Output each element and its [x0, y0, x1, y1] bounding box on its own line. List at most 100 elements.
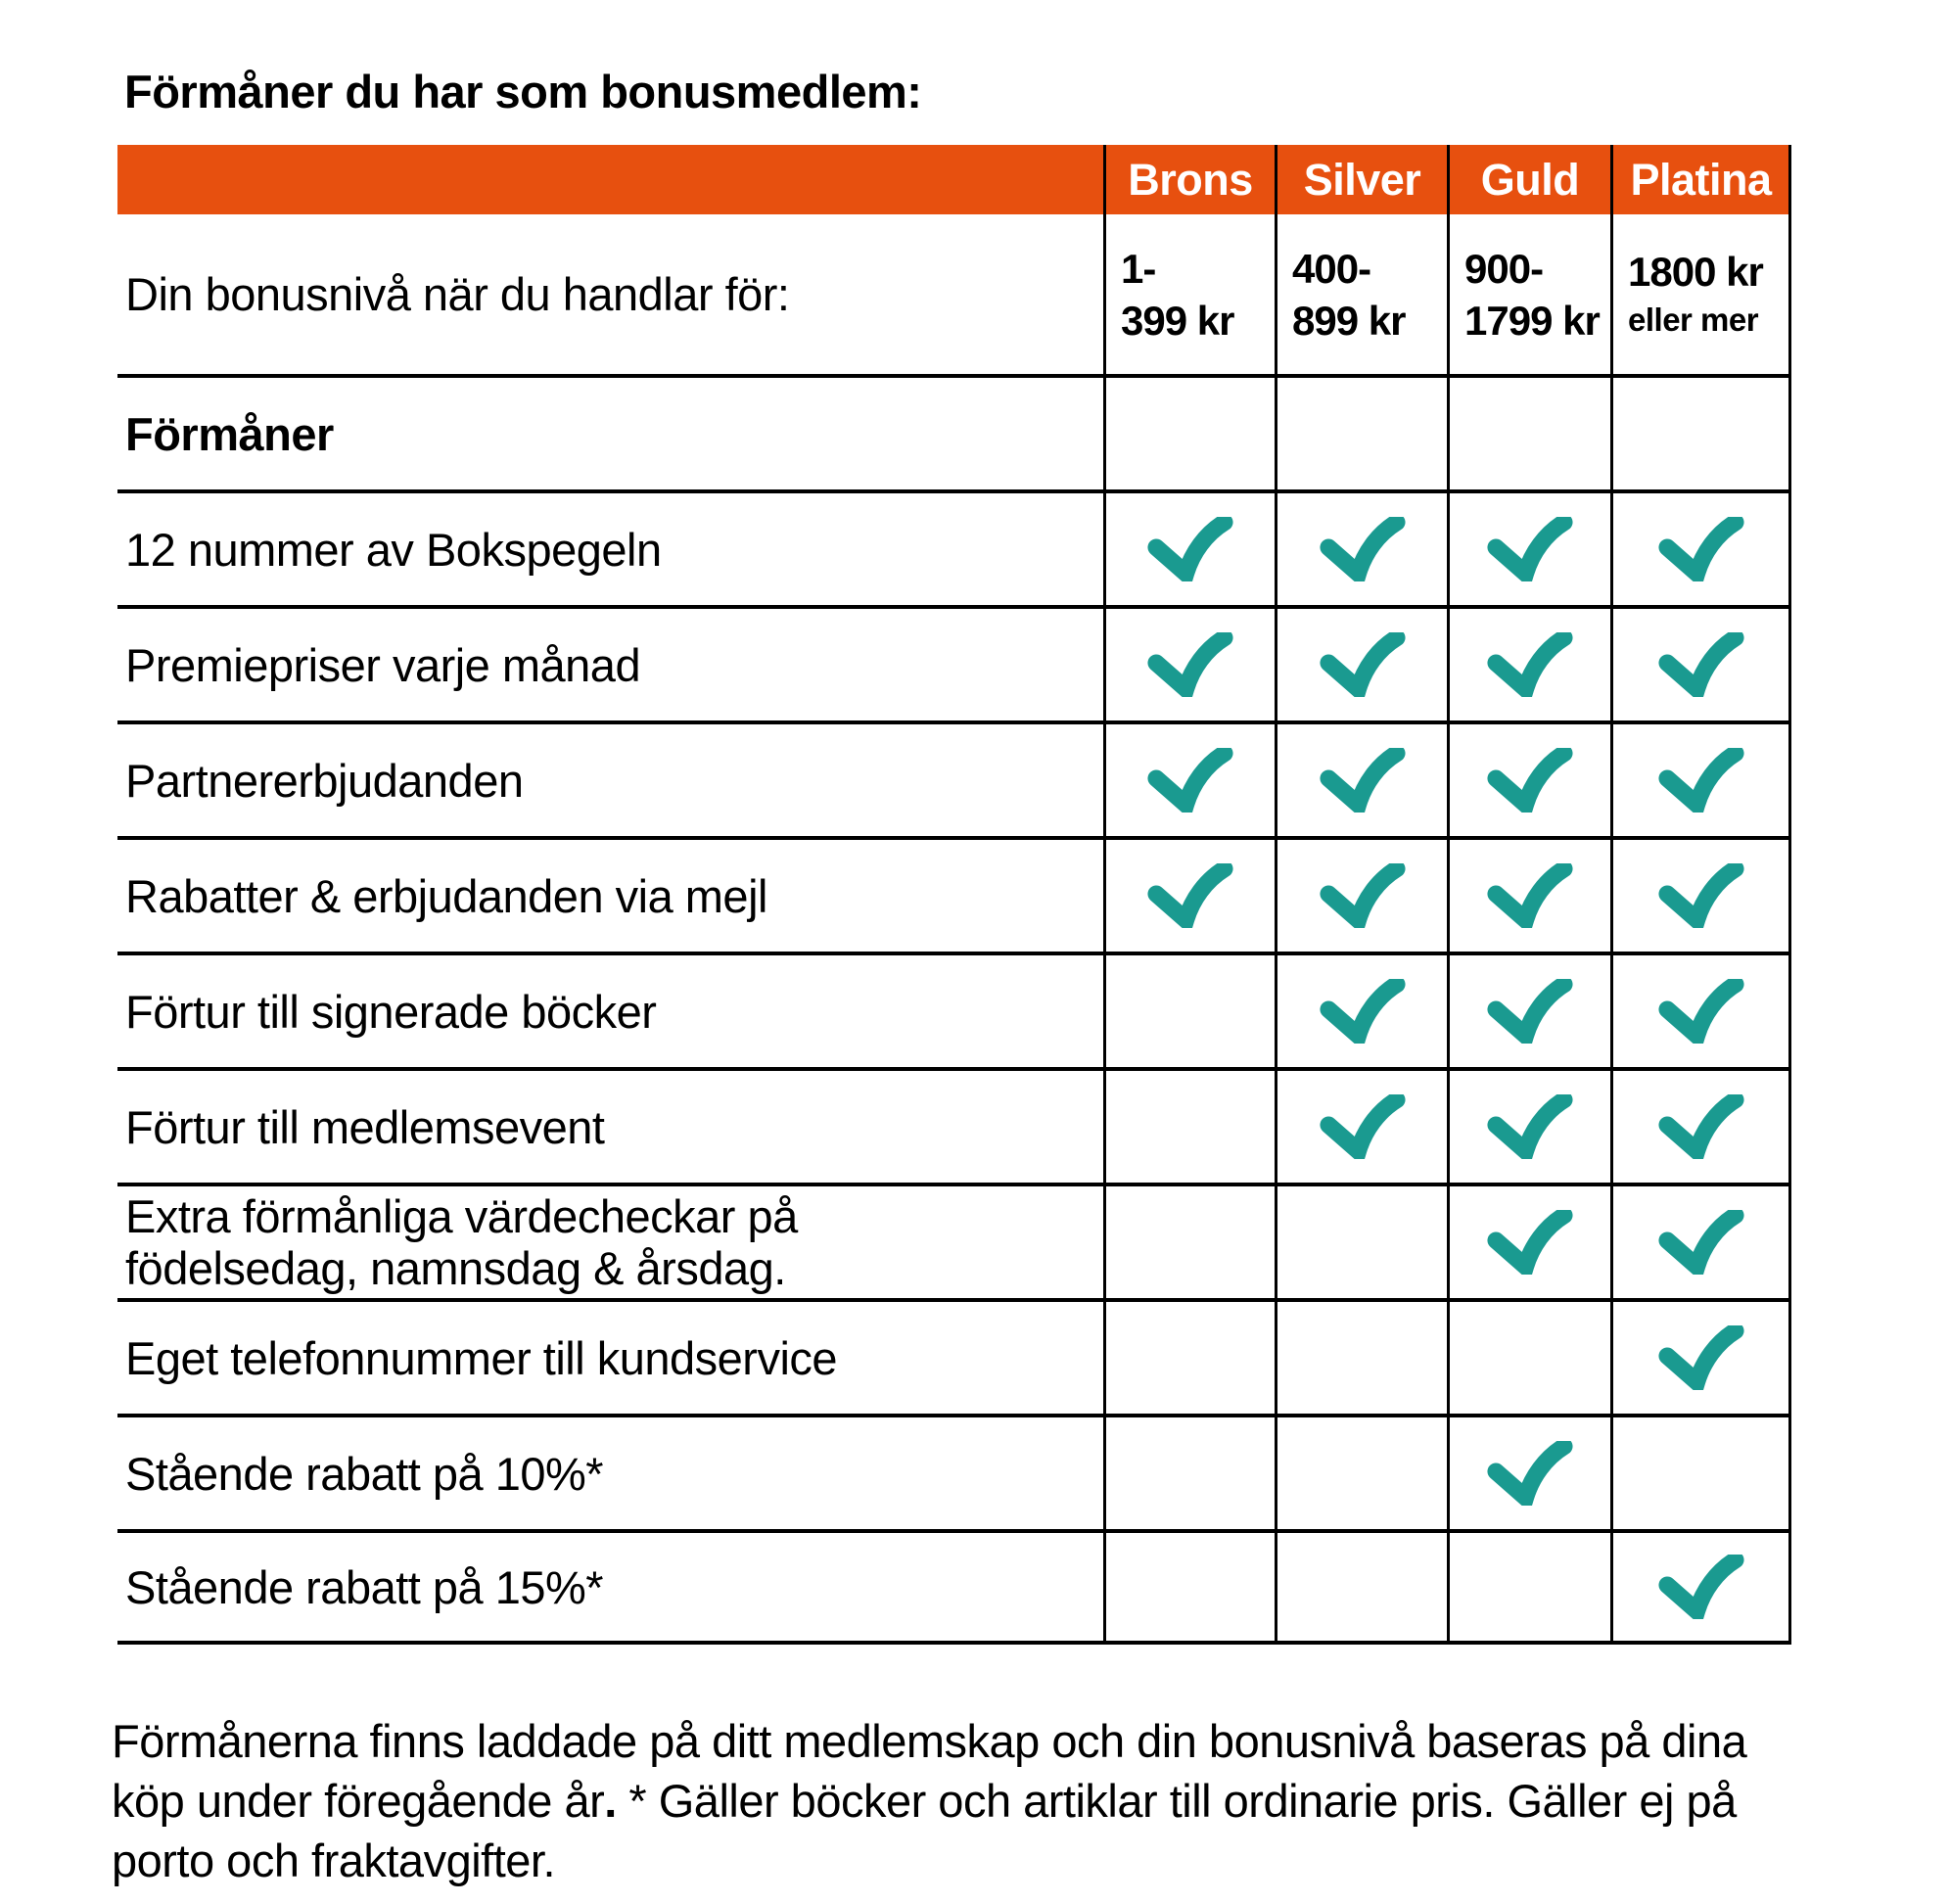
empty-cell — [1275, 378, 1447, 489]
benefit-check-cell-brons — [1103, 1186, 1275, 1298]
checkmark-icon — [1147, 748, 1233, 813]
benefit-label: Premiepriser varje månad — [125, 638, 641, 691]
checkmark-icon — [1487, 1441, 1573, 1506]
bonus-range-line: 899 kr — [1292, 297, 1406, 344]
benefit-check-cell-silver — [1275, 955, 1447, 1067]
checkmark-icon — [1487, 517, 1573, 581]
footnote-bold-period: . — [604, 1775, 617, 1827]
bonus-level-platina: 1800 kr eller mer — [1610, 214, 1791, 374]
page-title: Förmåner du har som bonusmedlem: — [124, 66, 922, 117]
benefit-row: Rabatter & erbjudanden via mejl — [117, 836, 1791, 952]
benefit-check-cell-brons — [1103, 1302, 1275, 1414]
benefit-check-cell-silver — [1275, 840, 1447, 952]
checkmark-icon — [1487, 1210, 1573, 1275]
checkmark-icon — [1657, 517, 1744, 581]
checkmark-icon — [1319, 748, 1406, 813]
checkmark-icon — [1657, 1210, 1744, 1275]
empty-cell — [1103, 378, 1275, 489]
empty-cell — [1447, 378, 1610, 489]
footnote-text: Förmånerna finns laddade på ditt medlems… — [112, 1711, 1823, 1890]
bonus-level-guld: 900- 1799 kr — [1447, 214, 1610, 374]
bonus-range-line: 900- — [1464, 245, 1544, 292]
bonus-range-line: 1- — [1121, 245, 1156, 292]
footnote-part1: Förmånerna finns laddade på ditt medlems… — [112, 1715, 1747, 1827]
benefits-table: Brons Silver Guld Platina Din bonusnivå … — [117, 145, 1791, 1645]
benefit-check-cell-brons — [1103, 609, 1275, 720]
benefit-check-cell-brons — [1103, 840, 1275, 952]
bonus-range-line: 1800 kr — [1628, 249, 1764, 295]
benefit-check-cell-platina — [1610, 1417, 1791, 1529]
benefit-check-cell-platina — [1610, 840, 1791, 952]
section-header-label: Förmåner — [125, 407, 334, 460]
benefit-check-cell-silver — [1275, 493, 1447, 605]
benefit-check-cell-guld — [1447, 840, 1610, 952]
checkmark-icon — [1319, 1094, 1406, 1159]
benefit-check-cell-platina — [1610, 955, 1791, 1067]
tier-header-guld: Guld — [1447, 145, 1610, 214]
benefit-rows-container: 12 nummer av Bokspegeln Premiepriser var… — [117, 489, 1791, 1645]
benefit-check-cell-platina — [1610, 1302, 1791, 1414]
benefit-label: Eget telefonnummer till kundservice — [125, 1331, 838, 1384]
benefit-label: Extra förmånliga värdecheckar på födelse… — [125, 1190, 798, 1294]
benefit-check-cell-silver — [1275, 1417, 1447, 1529]
checkmark-icon — [1487, 1094, 1573, 1159]
checkmark-icon — [1487, 632, 1573, 697]
benefit-check-cell-silver — [1275, 1533, 1447, 1641]
benefit-check-cell-platina — [1610, 493, 1791, 605]
bonus-range-line: 400- — [1292, 245, 1371, 292]
checkmark-icon — [1147, 632, 1233, 697]
benefit-row: Extra förmånliga värdecheckar på födelse… — [117, 1183, 1791, 1298]
benefit-label: Förtur till medlemsevent — [125, 1100, 605, 1153]
benefit-check-cell-platina — [1610, 1533, 1791, 1641]
benefit-row: Förtur till medlemsevent — [117, 1067, 1791, 1183]
benefit-check-cell-brons — [1103, 724, 1275, 836]
checkmark-icon — [1147, 517, 1233, 581]
footnote-part2: * Gäller böcker och artiklar till ordina… — [112, 1775, 1737, 1886]
benefit-check-cell-guld — [1447, 1186, 1610, 1298]
benefit-check-cell-guld — [1447, 955, 1610, 1067]
benefit-row: Stående rabatt på 15%* — [117, 1529, 1791, 1645]
tier-header-brons: Brons — [1103, 145, 1275, 214]
tier-header-silver: Silver — [1275, 145, 1447, 214]
benefit-check-cell-platina — [1610, 1186, 1791, 1298]
benefit-row: Eget telefonnummer till kundservice — [117, 1298, 1791, 1414]
benefit-check-cell-brons — [1103, 1417, 1275, 1529]
checkmark-icon — [1147, 863, 1233, 928]
benefit-label: Partnererbjudanden — [125, 754, 524, 807]
checkmark-icon — [1319, 863, 1406, 928]
bonus-range-line: 1799 kr — [1464, 297, 1601, 344]
benefit-check-cell-guld — [1447, 1533, 1610, 1641]
tier-header-spacer — [117, 145, 1103, 214]
bonus-range-subtext: eller mer — [1628, 302, 1759, 338]
bonus-level-brons: 1- 399 kr — [1103, 214, 1275, 374]
checkmark-icon — [1319, 979, 1406, 1044]
checkmark-icon — [1487, 863, 1573, 928]
bonus-level-silver: 400- 899 kr — [1275, 214, 1447, 374]
benefit-row: Stående rabatt på 10%* — [117, 1414, 1791, 1529]
tier-header-row: Brons Silver Guld Platina — [117, 145, 1791, 214]
benefit-check-cell-silver — [1275, 1071, 1447, 1183]
benefit-check-cell-platina — [1610, 609, 1791, 720]
benefit-check-cell-guld — [1447, 609, 1610, 720]
benefit-check-cell-silver — [1275, 609, 1447, 720]
benefit-check-cell-brons — [1103, 1071, 1275, 1183]
benefit-check-cell-guld — [1447, 1417, 1610, 1529]
checkmark-icon — [1657, 1094, 1744, 1159]
benefit-label: Stående rabatt på 15%* — [125, 1560, 604, 1613]
benefit-label: Rabatter & erbjudanden via mejl — [125, 869, 767, 922]
bonus-level-label: Din bonusnivå när du handlar för: — [125, 268, 790, 320]
bonus-range-line: 399 kr — [1121, 297, 1234, 344]
benefit-check-cell-silver — [1275, 1186, 1447, 1298]
tier-header-platina: Platina — [1610, 145, 1791, 214]
bonus-level-row: Din bonusnivå när du handlar för: 1- 399… — [117, 214, 1791, 374]
benefit-row: 12 nummer av Bokspegeln — [117, 489, 1791, 605]
checkmark-icon — [1487, 748, 1573, 813]
benefit-check-cell-platina — [1610, 1071, 1791, 1183]
benefit-check-cell-platina — [1610, 724, 1791, 836]
checkmark-icon — [1657, 863, 1744, 928]
benefit-check-cell-brons — [1103, 493, 1275, 605]
benefit-check-cell-brons — [1103, 955, 1275, 1067]
checkmark-icon — [1657, 1325, 1744, 1390]
benefit-label: Förtur till signerade böcker — [125, 985, 657, 1038]
